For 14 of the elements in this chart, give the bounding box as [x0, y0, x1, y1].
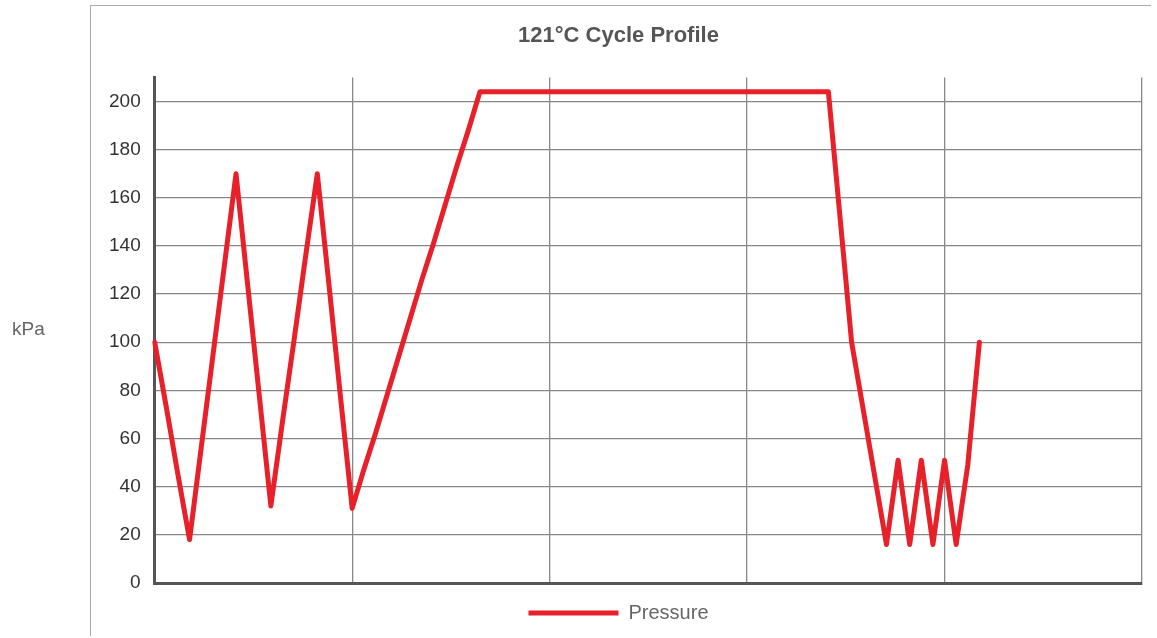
y-tick-label: 20: [119, 523, 141, 545]
y-tick-label: 80: [119, 378, 141, 400]
y-tick-label: 60: [119, 426, 141, 448]
y-tick-label: 120: [109, 282, 141, 304]
y-tick-label: 40: [119, 474, 141, 496]
y-tick-label: 140: [109, 234, 141, 256]
y-tick-label: 0: [130, 571, 141, 593]
legend-label: Pressure: [628, 600, 709, 623]
chart-title: 121°C Cycle Profile: [518, 22, 719, 48]
y-tick-label: 180: [109, 137, 141, 159]
y-tick-label: 160: [109, 186, 141, 208]
y-tick-label: 200: [109, 89, 141, 111]
y-tick-label: 100: [109, 330, 141, 352]
y-axis-title: kPa: [12, 318, 45, 340]
